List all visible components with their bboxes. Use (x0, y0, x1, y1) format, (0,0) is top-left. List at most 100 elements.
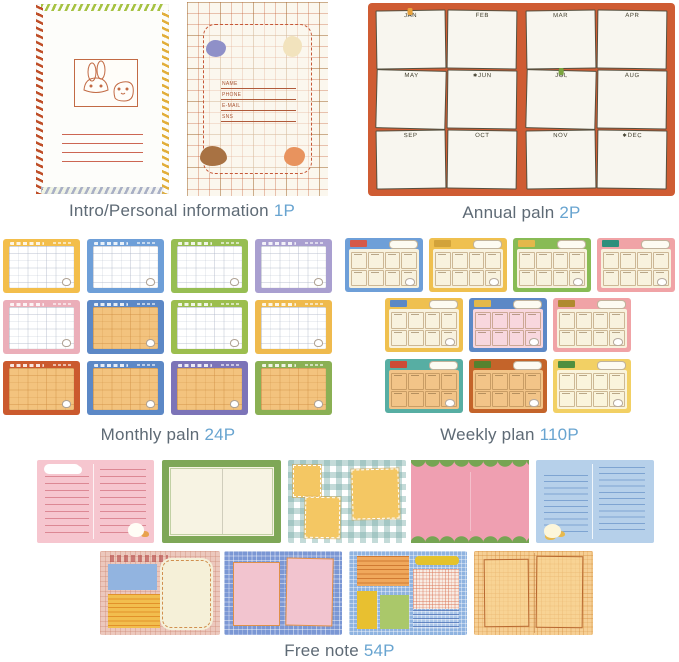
week-grid (557, 309, 627, 348)
day-cell (491, 312, 508, 329)
day-cell (407, 329, 424, 346)
monthly-plan-gallery (3, 239, 333, 415)
annual-month-label: AUG (624, 72, 640, 80)
calendar-grid (261, 307, 326, 349)
monthly-page-thumb (3, 361, 80, 415)
day-cell (367, 269, 384, 286)
annual-month-label: JUN (478, 72, 492, 80)
day-cell (559, 373, 575, 390)
weekly-page-thumb (597, 238, 675, 292)
day-cell (491, 390, 508, 407)
day-cell (424, 390, 441, 407)
calendar-grid (177, 368, 242, 410)
day-cell (592, 312, 609, 329)
weekly-page-thumb (513, 238, 591, 292)
day-cell (653, 252, 669, 269)
day-cell (508, 312, 525, 329)
weekly-page-thumb (385, 298, 463, 352)
day-cell (475, 390, 491, 407)
day-cell (636, 269, 653, 286)
annual-caption: Annual paln 2P (368, 203, 675, 223)
annual-month-label: DEC (627, 132, 643, 140)
freenote-blue-collage-blocks (349, 551, 467, 635)
monthly-caption-label: Monthly paln (100, 425, 200, 444)
freenote-orange-grid-frames (474, 551, 593, 635)
thumb-title-dashes (10, 363, 44, 367)
pin-icon (407, 7, 413, 16)
thumb-title-dashes (262, 302, 296, 306)
thumb-subtitle-dashes (137, 363, 157, 366)
monthly-page-thumb (87, 361, 164, 415)
pink-note (285, 557, 334, 627)
freenote-green-border-blank (162, 460, 281, 543)
day-cell (391, 390, 407, 407)
day-cell (653, 269, 669, 286)
day-cell (475, 312, 491, 329)
day-cell (468, 269, 485, 286)
day-cell (609, 312, 625, 329)
annual-month-note: ✱ JUN (446, 69, 518, 130)
field-label: NAME (222, 81, 238, 87)
day-cell (619, 252, 636, 269)
sticky-note (304, 496, 341, 539)
freenote-gingham-sticky-notes (288, 460, 406, 543)
week-tab (558, 361, 575, 368)
week-grid (601, 249, 671, 288)
day-cell (441, 312, 457, 329)
day-cell (491, 373, 508, 390)
day-cell (367, 252, 384, 269)
day-cell (575, 373, 592, 390)
day-cell (552, 252, 569, 269)
freenote-blue-grid-pink-notes (224, 551, 342, 635)
week-tab (390, 361, 407, 368)
thumb-title-dashes (262, 241, 296, 245)
day-cell (475, 373, 491, 390)
day-cell (519, 252, 535, 269)
day-cell (559, 312, 575, 329)
thumb-subtitle-dashes (53, 241, 73, 244)
day-cell (525, 373, 541, 390)
day-cell (575, 329, 592, 346)
week-tab (350, 240, 367, 247)
week-tab (390, 300, 407, 307)
sketched-frame (535, 555, 584, 629)
week-grid (473, 309, 543, 348)
weekly-page-thumb (385, 359, 463, 413)
cloud-title-shape (44, 464, 80, 474)
week-grid (433, 249, 503, 288)
bunny-blob-cream (283, 36, 302, 57)
freenote-grid-sticky-collage (100, 551, 220, 635)
duck-decoration (544, 524, 561, 538)
personal-info-page: NAME PHONE E-MAIL SNS (187, 2, 328, 196)
monthly-caption: Monthly paln 24P (0, 425, 336, 445)
annual-month-label: MAY (404, 72, 419, 80)
thumb-title-dashes (94, 241, 128, 245)
hatch-border-top (41, 4, 164, 11)
monthly-page-thumb (255, 239, 332, 293)
day-cell (407, 373, 424, 390)
annual-month-label: SEP (403, 132, 418, 140)
field-label: E-MAIL (222, 103, 241, 109)
day-cell (575, 390, 592, 407)
flower-blob-purple (206, 40, 226, 57)
cloud-header (429, 300, 458, 309)
day-cell (468, 252, 485, 269)
cloud-header (473, 240, 502, 249)
calendar-grid (177, 246, 242, 288)
thumb-subtitle-dashes (53, 363, 73, 366)
annual-month-note: MAR (525, 9, 597, 70)
cloud-header (389, 240, 418, 249)
cloud-header (641, 240, 670, 249)
calendar-grid (93, 368, 158, 410)
annual-month-note: ✱ DEC (596, 129, 668, 190)
day-cell (559, 390, 575, 407)
week-grid (517, 249, 587, 288)
annual-left-page: JAN FEB MAY ✱ JUN SEP OCT (375, 7, 518, 190)
annual-caption-label: Annual paln (462, 203, 555, 222)
week-grid (473, 370, 543, 409)
thumb-subtitle-dashes (221, 363, 241, 366)
monthly-page-thumb (255, 361, 332, 415)
day-cell (535, 252, 552, 269)
monthly-page-thumb (171, 300, 248, 354)
hatch-border-bottom (41, 187, 164, 194)
